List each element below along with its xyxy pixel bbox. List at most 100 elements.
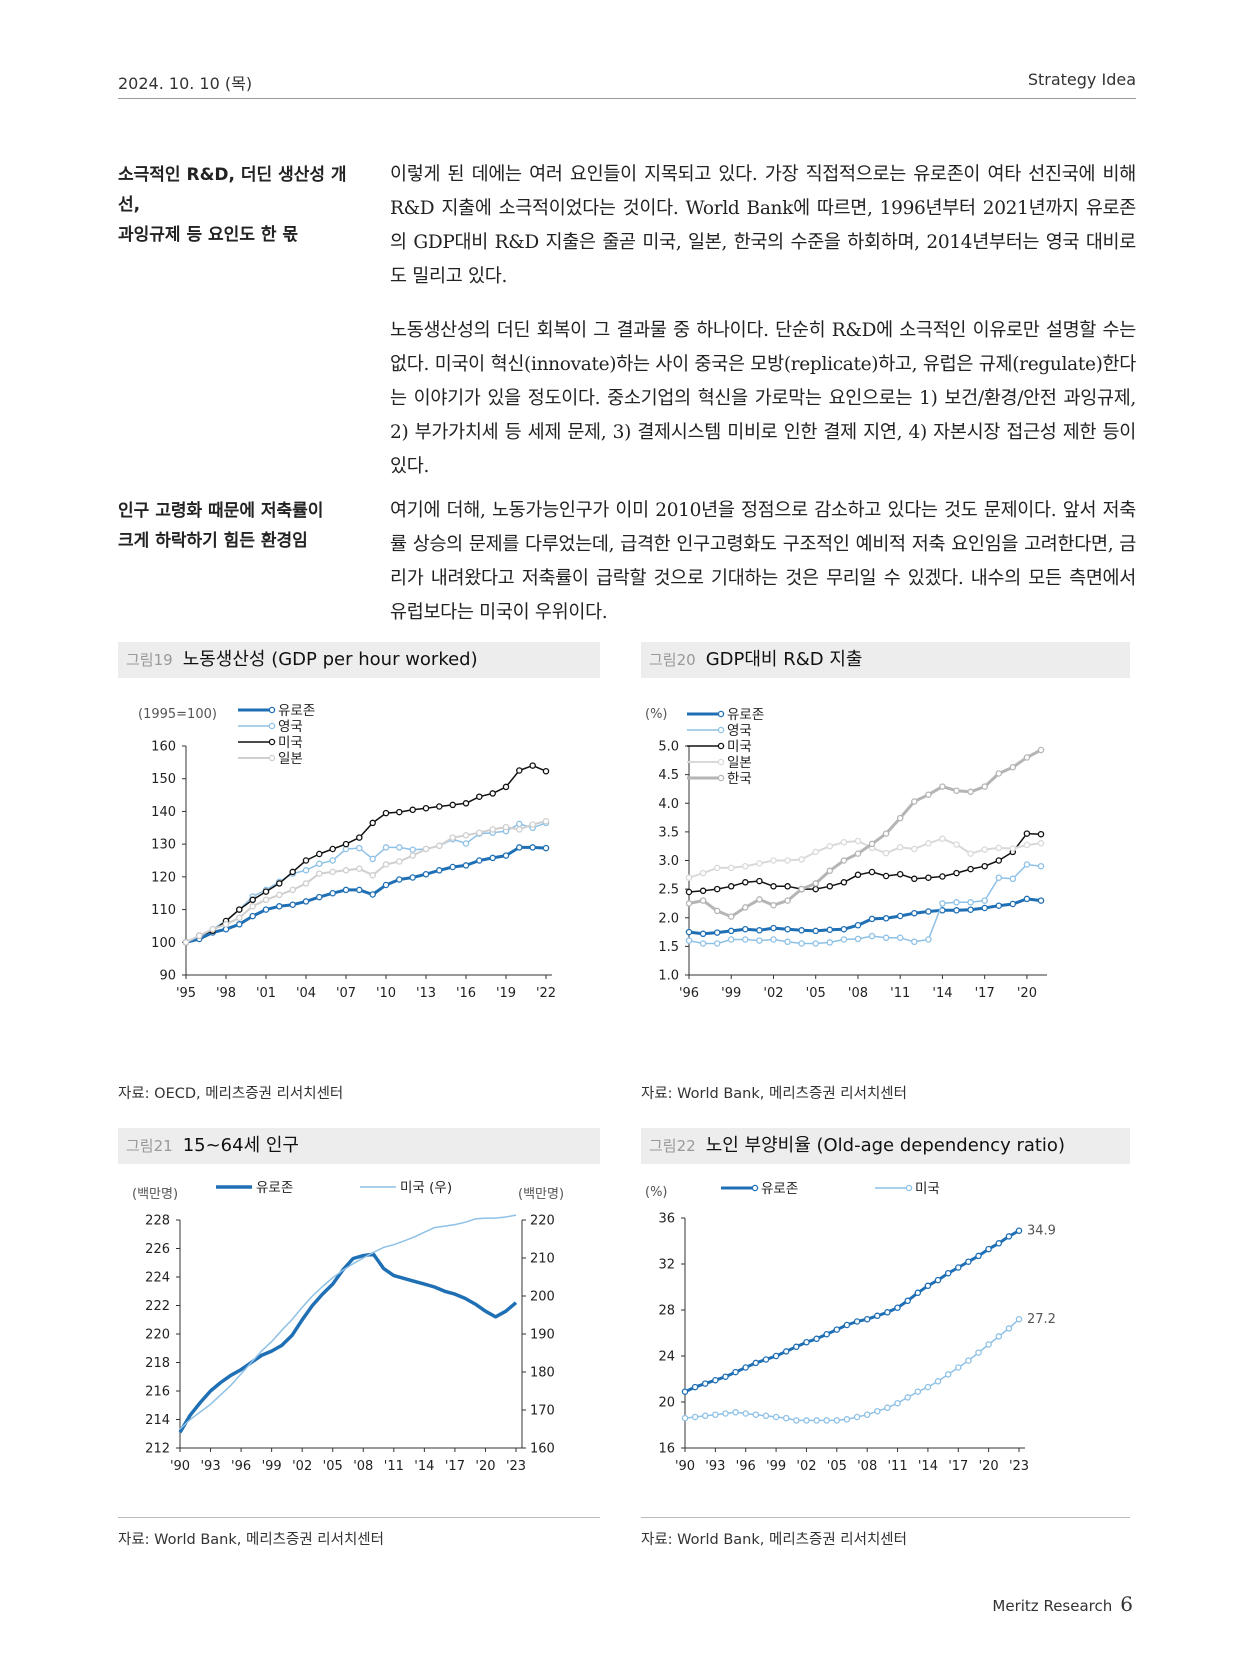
data-point — [701, 1380, 709, 1387]
data-point — [896, 844, 904, 851]
data-point — [823, 1417, 830, 1424]
data-point — [382, 844, 390, 851]
data-point — [727, 936, 735, 943]
x-tick-label: '22 — [536, 986, 556, 1001]
data-point — [489, 826, 496, 833]
page-number: 6 — [1120, 1592, 1133, 1616]
data-point — [342, 840, 350, 848]
data-point — [967, 899, 974, 906]
chart-old-age-dependency: (%) 16 20 24 28 32 36 '90 '93 '96 '99 '02 '05 '08 '11 '… — [645, 1181, 1056, 1474]
data-point — [967, 788, 974, 796]
data-point — [967, 906, 974, 913]
x-tick-label: '90 — [170, 1459, 190, 1474]
series-line-0 — [178, 1252, 518, 1434]
data-point — [955, 1364, 962, 1371]
data-point — [691, 1413, 699, 1421]
data-point — [843, 1416, 851, 1423]
data-point — [863, 1411, 871, 1418]
x-tick-label: '04 — [296, 986, 316, 1001]
data-point — [798, 940, 805, 947]
data-point — [953, 869, 960, 877]
x-tick-label: '14 — [918, 1459, 938, 1474]
y-tick-label: 226 — [145, 1242, 170, 1257]
data-point — [396, 844, 403, 851]
figure-19-title: 그림19 노동생산성 (GDP per hour worked) — [118, 642, 600, 678]
figure-19-source: 자료: OECD, 메리츠증권 리서치센터 — [118, 1086, 344, 1102]
data-point — [516, 767, 523, 774]
figure-22-source: 자료: World Bank, 메리츠증권 리서치센터 — [641, 1532, 907, 1548]
paragraph-1: 이렇게 된 데에는 여러 요인들이 지목되고 있다. 가장 직접적으로는 유로존… — [390, 164, 1136, 287]
figure-number: 그림22 — [649, 1137, 696, 1155]
data-point — [302, 867, 310, 874]
figure-22-title: 그림22 노인 부양비율 (Old-age dependency ratio) — [641, 1128, 1130, 1164]
data-point — [742, 904, 749, 911]
data-point — [1023, 754, 1031, 761]
data-point — [699, 930, 707, 938]
legend-label: 미국 — [915, 1181, 940, 1197]
data-point — [939, 783, 946, 790]
data-point — [713, 864, 721, 872]
data-point — [762, 1412, 770, 1420]
data-point — [896, 912, 904, 920]
legend-marker — [717, 710, 725, 718]
data-point — [772, 1413, 780, 1421]
x-tick-label: '95 — [176, 986, 196, 1001]
data-point — [874, 1312, 881, 1320]
data-point — [981, 897, 988, 904]
data-point — [854, 935, 862, 943]
data-point — [727, 927, 735, 935]
data-point — [953, 899, 960, 906]
data-point — [396, 858, 403, 865]
y-tick-label: 1.5 — [658, 940, 679, 955]
data-point — [712, 1411, 719, 1418]
legend-label: 유로존 — [256, 1180, 293, 1196]
data-point — [854, 850, 862, 857]
legend-marker — [268, 738, 276, 746]
legend-marker — [268, 754, 276, 762]
data-point — [316, 860, 323, 868]
sidebar-heading-line: 크게 하락하기 힘든 환경임 — [118, 531, 308, 551]
data-point — [882, 849, 890, 857]
data-point — [732, 1368, 739, 1376]
data-point — [813, 1417, 820, 1424]
legend-marker — [905, 1184, 913, 1192]
data-point — [1005, 1233, 1013, 1240]
data-point — [382, 861, 390, 868]
legend-label: 미국 — [727, 739, 752, 755]
legend-marker — [717, 758, 725, 766]
x-tick-label: '08 — [353, 1459, 373, 1474]
sidebar-heading-line: 소극적인 R&D, 더딘 생산성 개선, — [118, 165, 347, 215]
data-point — [1023, 841, 1031, 849]
header-divider — [118, 98, 1136, 99]
data-point — [462, 800, 470, 807]
y-tick-label: 20 — [658, 1396, 675, 1411]
figure-number: 그림20 — [649, 651, 696, 669]
series-line-2 — [185, 764, 547, 943]
data-point — [1009, 763, 1017, 771]
data-point — [369, 871, 376, 879]
data-point — [1037, 897, 1045, 904]
data-point — [853, 1318, 861, 1325]
data-point — [302, 857, 310, 864]
legend-label: 일본 — [278, 751, 303, 767]
data-point — [1037, 746, 1045, 754]
data-point — [995, 857, 1003, 864]
data-point — [713, 885, 721, 893]
x-tick-label: '02 — [292, 1459, 312, 1474]
legend-label: 미국 (우) — [400, 1180, 452, 1196]
x-tick-label: '05 — [323, 1459, 343, 1474]
data-point — [713, 907, 721, 915]
x-tick-label: '11 — [384, 1459, 404, 1474]
data-point — [826, 867, 834, 875]
data-point — [756, 937, 763, 944]
data-point — [699, 940, 707, 947]
x-tick-label: '93 — [200, 1459, 220, 1474]
data-point — [925, 840, 932, 847]
x-tick-label: '02 — [763, 986, 783, 1001]
data-point — [995, 1333, 1003, 1340]
data-point — [409, 852, 416, 859]
data-point — [712, 1376, 719, 1384]
end-value-label: 27.2 — [1027, 1312, 1056, 1327]
data-point — [236, 906, 243, 913]
sidebar-heading-1: 소극적인 R&D, 더딘 생산성 개선, 과잉규제 등 요인도 한 몫 — [118, 160, 368, 250]
